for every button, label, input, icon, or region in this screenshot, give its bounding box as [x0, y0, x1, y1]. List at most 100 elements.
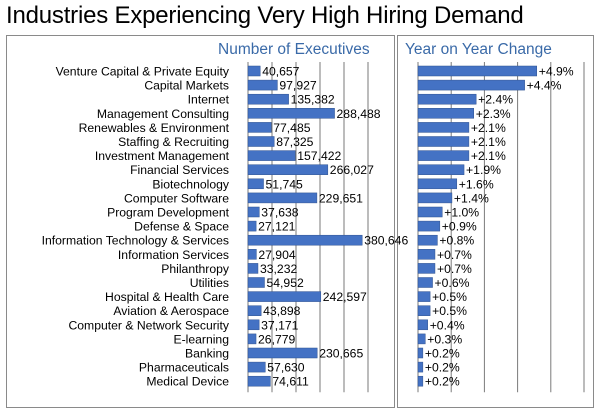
- yoy-value-label: +2.1%: [471, 121, 506, 135]
- executives-value-label: 380,646: [364, 234, 408, 248]
- category-label: Computer & Network Security: [68, 318, 229, 332]
- yoy-value-label: +2.1%: [471, 149, 506, 163]
- yoy-value-label: +0.7%: [437, 262, 472, 276]
- yoy-bar: [417, 375, 424, 387]
- yoy-chart-title: Year on Year Change: [405, 41, 552, 58]
- yoy-bar: [417, 206, 443, 218]
- yoy-bar: [417, 263, 436, 274]
- yoy-value-label: +0.5%: [432, 290, 467, 304]
- executives-value-label: 37,638: [261, 206, 298, 220]
- category-label: Program Development: [107, 206, 230, 220]
- executives-bar: [247, 220, 257, 232]
- executives-bar: [247, 319, 260, 331]
- yoy-value-label: +0.2%: [425, 347, 460, 361]
- executives-value-label: 74,611: [272, 375, 309, 389]
- category-label: Biotechnology: [152, 177, 229, 191]
- executives-bar: [247, 108, 335, 119]
- yoy-value-label: +0.3%: [427, 332, 462, 346]
- executives-value-label: 37,171: [261, 318, 298, 332]
- yoy-value-label: +0.9%: [442, 220, 477, 234]
- executives-value-label: 51,745: [266, 177, 303, 191]
- executives-bar: [247, 305, 262, 316]
- yoy-bar: [417, 333, 426, 345]
- category-label: Management Consulting: [97, 107, 229, 121]
- category-label: Financial Services: [130, 163, 229, 177]
- yoy-value-label: +1.0%: [444, 206, 479, 220]
- category-label: Utilities: [190, 276, 229, 290]
- category-label: Renewables & Environment: [79, 121, 230, 135]
- yoy-bar: [417, 79, 525, 91]
- executives-bar: [247, 234, 363, 246]
- executives-bar: [247, 361, 266, 373]
- executives-value-label: 157,422: [297, 149, 341, 163]
- yoy-value-label: +0.4%: [430, 318, 465, 332]
- executives-value-label: 229,651: [319, 191, 363, 205]
- category-label: Capital Markets: [144, 79, 229, 93]
- yoy-bar: [417, 249, 436, 260]
- yoy-value-label: +0.6%: [435, 276, 470, 290]
- executives-value-label: 135,382: [291, 93, 335, 107]
- executives-value-label: 77,485: [273, 121, 310, 135]
- executives-value-label: 27,904: [258, 248, 295, 262]
- yoy-bar: [417, 305, 431, 316]
- executives-bar: [247, 65, 261, 77]
- yoy-value-label: +4.9%: [539, 65, 574, 79]
- category-label: Defense & Space: [134, 220, 229, 234]
- executives-bar: [247, 122, 272, 133]
- category-label: Computer Software: [124, 191, 229, 205]
- yoy-bar: [417, 136, 470, 147]
- executives-value-label: 54,952: [266, 276, 303, 290]
- executives-bar: [247, 333, 257, 345]
- yoy-bar: [417, 108, 474, 119]
- yoy-value-label: +2.1%: [471, 135, 506, 149]
- yoy-bar: [417, 347, 424, 359]
- category-label: Philanthropy: [161, 262, 230, 276]
- executives-value-label: 288,488: [337, 107, 381, 121]
- executives-bar: [247, 164, 329, 175]
- category-label: Information Technology & Services: [42, 234, 229, 248]
- yoy-bar: [417, 361, 424, 373]
- executives-bar: [247, 136, 275, 147]
- executives-panel: [6, 35, 395, 408]
- category-label: Internet: [188, 93, 230, 107]
- category-label: Staffing & Recruiting: [118, 135, 229, 149]
- executives-value-label: 266,027: [330, 163, 374, 177]
- executives-value-label: 242,597: [323, 290, 367, 304]
- executives-value-label: 33,232: [260, 262, 297, 276]
- yoy-value-label: +4.4%: [527, 79, 562, 93]
- yoy-bar: [417, 220, 441, 232]
- category-label: Aviation & Aerospace: [113, 304, 229, 318]
- yoy-value-label: +0.2%: [425, 375, 460, 389]
- executives-bar: [247, 178, 264, 190]
- yoy-bar: [417, 164, 465, 175]
- executives-bar: [247, 249, 257, 260]
- yoy-bar: [417, 291, 431, 302]
- yoy-value-label: +0.5%: [432, 304, 467, 318]
- executives-value-label: 57,630: [267, 361, 304, 375]
- chart-title: Industries Experiencing Very High Hiring…: [6, 2, 524, 29]
- category-label: E-learning: [173, 332, 229, 346]
- executives-bar: [247, 291, 322, 302]
- executives-bar: [247, 192, 318, 204]
- yoy-value-label: +1.6%: [459, 177, 494, 191]
- executives-bar: [247, 150, 296, 161]
- yoy-value-label: +1.9%: [466, 163, 501, 177]
- yoy-value-label: +2.4%: [478, 93, 513, 107]
- yoy-bar: [417, 150, 470, 161]
- category-label: Information Services: [118, 248, 229, 262]
- yoy-value-label: +2.3%: [476, 107, 511, 121]
- yoy-bar: [417, 122, 470, 133]
- yoy-bar: [417, 192, 453, 204]
- executives-bar: [247, 347, 318, 359]
- executives-value-label: 97,927: [279, 79, 316, 93]
- yoy-value-label: +0.8%: [439, 234, 474, 248]
- executives-bar: [247, 277, 265, 288]
- executives-bar: [247, 206, 260, 218]
- executives-bar: [247, 79, 278, 91]
- yoy-value-label: +1.4%: [454, 191, 489, 205]
- yoy-bar: [417, 277, 433, 288]
- executives-chart-title: Number of Executives: [218, 41, 370, 58]
- executives-value-label: 87,325: [276, 135, 313, 149]
- category-label: Medical Device: [146, 375, 229, 389]
- category-label: Banking: [185, 347, 229, 361]
